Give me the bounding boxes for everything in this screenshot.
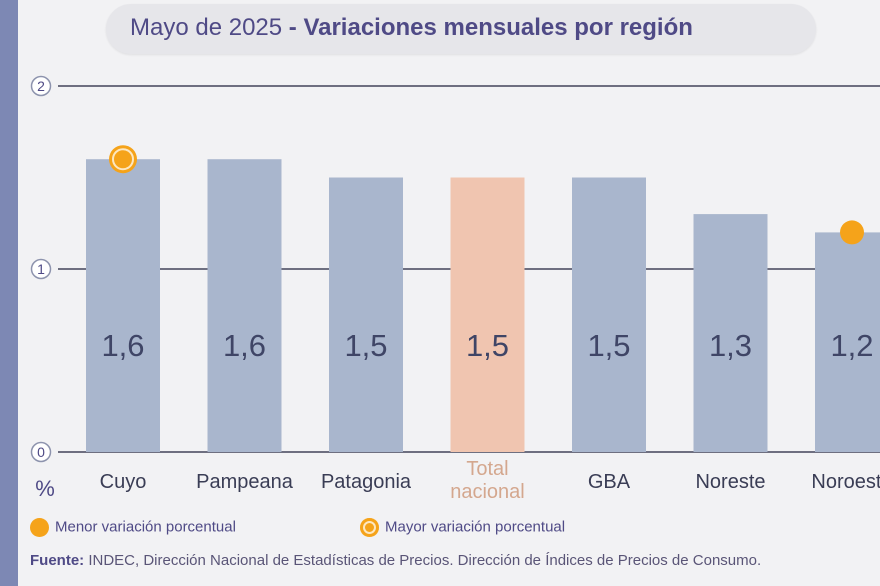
- y-tick-badge: [30, 75, 52, 97]
- y-tick-badge: [30, 258, 52, 280]
- bar: [207, 159, 282, 452]
- y-tick-label: 2: [37, 78, 45, 94]
- menor-marker-icon: [30, 518, 49, 537]
- bar: [572, 177, 646, 452]
- title-period: Mayo de 2025: [130, 14, 283, 41]
- left-accent-strip: [0, 0, 18, 586]
- bar: [86, 159, 160, 452]
- category-label: Patagonia: [321, 471, 412, 493]
- source-label: Fuente:: [30, 552, 85, 569]
- bar-value-label: 1,6: [101, 328, 144, 363]
- bar-value-label: 1,6: [223, 328, 266, 363]
- legend-menor-label: Menor variación porcentual: [55, 518, 236, 536]
- category-label: Noroeste: [811, 471, 880, 493]
- bar-value-label: 1,3: [709, 328, 752, 363]
- category-label: Noreste: [695, 471, 765, 493]
- legend-menor: Menor variación porcentual: [30, 518, 236, 537]
- y-tick-badge: [30, 441, 52, 463]
- legend-mayor-label: Mayor variación porcentual: [385, 518, 566, 536]
- mayor-marker-ring: [112, 148, 134, 171]
- title-subtitle: Variaciones mensuales por región: [303, 14, 693, 41]
- menor-variation-marker: [840, 220, 864, 245]
- y-axis-label: %: [35, 476, 55, 501]
- bar: [329, 177, 403, 452]
- category-label: nacional: [450, 481, 525, 503]
- bar: [450, 177, 525, 452]
- source-text: INDEC, Dirección Nacional de Estadística…: [84, 552, 762, 569]
- mayor-marker-icon: [360, 518, 379, 537]
- title-separator: -: [282, 14, 304, 41]
- title-banner: [106, 4, 816, 54]
- bar: [815, 232, 880, 452]
- legend-mayor: Mayor variación porcentual: [360, 518, 565, 537]
- y-tick-label: 0: [37, 444, 45, 460]
- bar: [693, 214, 768, 452]
- category-label: GBA: [588, 471, 631, 493]
- bar-value-label: 1,5: [587, 328, 630, 363]
- bar-value-label: 1,5: [344, 328, 387, 363]
- y-tick-label: 1: [37, 261, 45, 277]
- category-label: Total: [466, 458, 508, 480]
- category-label: Pampeana: [196, 471, 294, 493]
- bar-value-label: 1,2: [830, 328, 873, 363]
- source-note: Fuente: INDEC, Dirección Nacional de Est…: [30, 552, 761, 569]
- bar-value-label: 1,5: [466, 328, 509, 363]
- category-label: Cuyo: [100, 471, 147, 493]
- chart-title: Mayo de 2025 - Variaciones mensuales por…: [130, 14, 693, 42]
